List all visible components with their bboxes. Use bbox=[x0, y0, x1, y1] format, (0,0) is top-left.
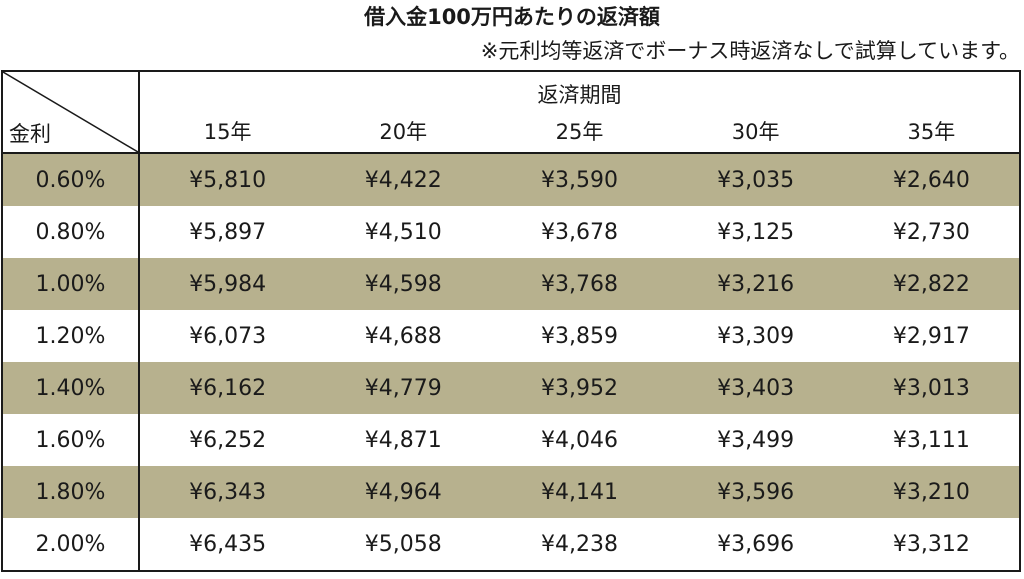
repayment-amount-cell: ¥4,422 bbox=[315, 153, 492, 206]
repayment-amount-cell: ¥4,598 bbox=[315, 258, 492, 310]
repayment-table: 金利 返済期間 15年 20年 25年 30年 35年 0.60% ¥5,810 ¥… bbox=[1, 70, 1021, 572]
interest-rate-cell: 1.40% bbox=[2, 362, 140, 414]
repayment-amount-cell: ¥3,309 bbox=[717, 323, 795, 349]
repayment-amount-cell: ¥3,859 bbox=[540, 323, 618, 349]
table-body: 0.60% ¥5,810 ¥4,422 ¥3,590 ¥3,035 ¥2,640 0.80%… bbox=[2, 153, 1020, 571]
table-row: 1.60% ¥6,252 ¥4,871 ¥4,046 ¥3,499 ¥3,111 bbox=[2, 414, 1020, 466]
interest-rate-cell: 1.80% bbox=[2, 466, 140, 518]
repayment-amount-cell: ¥6,343 bbox=[139, 466, 316, 518]
table-row: 1.40% ¥6,162 ¥4,779 ¥3,952 ¥3,403 ¥3,013 bbox=[2, 362, 1020, 414]
year-header-20: 20年 bbox=[315, 110, 492, 154]
repayment-amount-cell: ¥5,984 bbox=[139, 258, 316, 310]
corner-header-cell: 金利 bbox=[2, 71, 140, 154]
table-row: 1.20% ¥6,073 ¥4,688 ¥3,859 ¥3,309 ¥2,917 bbox=[2, 310, 1020, 362]
interest-rate-cell: 0.60% bbox=[2, 153, 140, 206]
interest-rate-cell: 1.00% bbox=[2, 258, 140, 310]
repayment-period-header: 返済期間 bbox=[537, 83, 622, 107]
repayment-amount-cell: ¥3,403 bbox=[667, 362, 844, 414]
repayment-amount-cell: ¥6,435 bbox=[189, 531, 267, 557]
repayment-amount-cell: ¥4,510 bbox=[364, 219, 442, 245]
repayment-amount-cell: ¥2,730 bbox=[892, 219, 970, 245]
repayment-amount-cell: ¥5,058 bbox=[364, 531, 442, 557]
repayment-amount-cell: ¥3,111 bbox=[892, 427, 970, 453]
repayment-amount-cell: ¥3,768 bbox=[491, 258, 668, 310]
page-title: 借入金100万円あたりの返済額 bbox=[364, 5, 660, 29]
repayment-amount-cell: ¥4,964 bbox=[315, 466, 492, 518]
repayment-amount-cell: ¥3,696 bbox=[717, 531, 795, 557]
repayment-amount-cell: ¥3,210 bbox=[843, 466, 1020, 518]
year-header-35: 35年 bbox=[843, 110, 1020, 154]
repayment-amount-cell: ¥3,216 bbox=[667, 258, 844, 310]
table-row: 0.60% ¥5,810 ¥4,422 ¥3,590 ¥3,035 ¥2,640 bbox=[2, 153, 1020, 206]
year-header-30: 30年 bbox=[667, 110, 844, 154]
repayment-amount-cell: ¥3,125 bbox=[717, 219, 795, 245]
repayment-amount-cell: ¥3,499 bbox=[717, 427, 795, 453]
repayment-amount-cell: ¥4,688 bbox=[364, 323, 442, 349]
repayment-amount-cell: ¥3,035 bbox=[667, 153, 844, 206]
repayment-amount-cell: ¥6,073 bbox=[189, 323, 267, 349]
table-header: 金利 返済期間 15年 20年 25年 30年 35年 bbox=[2, 71, 1020, 154]
repayment-amount-cell: ¥3,312 bbox=[892, 531, 970, 557]
diagonal-divider bbox=[3, 72, 137, 151]
interest-rate-cell: 2.00% bbox=[2, 518, 140, 571]
repayment-amount-cell: ¥5,810 bbox=[139, 153, 316, 206]
table-row: 0.80% ¥5,897 ¥4,510 ¥3,678 ¥3,125 ¥2,730 bbox=[2, 206, 1020, 258]
interest-rate-cell: 0.80% bbox=[2, 206, 140, 258]
interest-rate-cell: 1.20% bbox=[2, 310, 140, 362]
repayment-amount-cell: ¥3,678 bbox=[540, 219, 618, 245]
year-header-25: 25年 bbox=[491, 110, 668, 154]
repayment-amount-cell: ¥2,917 bbox=[892, 323, 970, 349]
table-row: 1.00% ¥5,984 ¥4,598 ¥3,768 ¥3,216 ¥2,822 bbox=[2, 258, 1020, 310]
repayment-amount-cell: ¥3,596 bbox=[667, 466, 844, 518]
repayment-amount-cell: ¥5,897 bbox=[189, 219, 267, 245]
repayment-amount-cell: ¥6,162 bbox=[139, 362, 316, 414]
repayment-amount-cell: ¥3,013 bbox=[843, 362, 1020, 414]
repayment-amount-cell: ¥4,046 bbox=[540, 427, 618, 453]
repayment-amount-cell: ¥4,238 bbox=[540, 531, 618, 557]
repayment-amount-cell: ¥3,590 bbox=[491, 153, 668, 206]
table-row: 2.00% ¥6,435 ¥5,058 ¥4,238 ¥3,696 ¥3,312 bbox=[2, 518, 1020, 571]
year-header-15: 15年 bbox=[139, 110, 316, 154]
repayment-amount-cell: ¥4,779 bbox=[315, 362, 492, 414]
repayment-amount-cell: ¥4,871 bbox=[364, 427, 442, 453]
repayment-amount-cell: ¥3,952 bbox=[491, 362, 668, 414]
interest-rate-cell: 1.60% bbox=[2, 414, 140, 466]
repayment-amount-cell: ¥2,822 bbox=[843, 258, 1020, 310]
interest-rate-header: 金利 bbox=[9, 122, 51, 146]
year-header-row: 15年 20年 25年 30年 35年 bbox=[2, 110, 1020, 154]
table-row: 1.80% ¥6,343 ¥4,964 ¥4,141 ¥3,596 ¥3,210 bbox=[2, 466, 1020, 518]
repayment-amount-cell: ¥4,141 bbox=[491, 466, 668, 518]
repayment-amount-cell: ¥2,640 bbox=[843, 153, 1020, 206]
calculation-note: ※元利均等返済でボーナス時返済なしで試算しています。 bbox=[480, 39, 1020, 63]
repayment-amount-cell: ¥6,252 bbox=[189, 427, 267, 453]
